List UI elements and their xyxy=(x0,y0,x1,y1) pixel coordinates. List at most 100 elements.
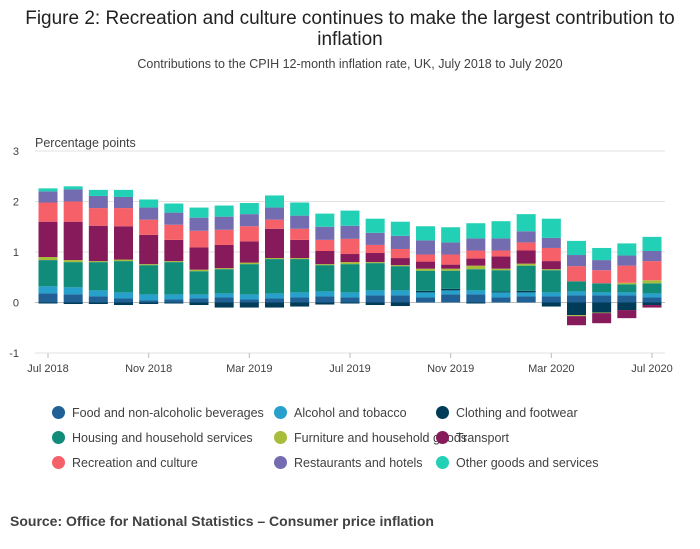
bar-segment xyxy=(340,264,360,293)
bar-segment xyxy=(265,293,284,299)
bar-segment xyxy=(617,292,637,296)
bar-segment xyxy=(265,195,284,208)
bar-segment xyxy=(63,189,83,202)
bar-segment xyxy=(642,236,662,251)
bar-segment xyxy=(214,229,234,245)
bar-segment xyxy=(340,254,360,263)
bar-segment xyxy=(114,259,133,262)
bar-segment xyxy=(491,250,511,257)
bar-segment xyxy=(592,312,612,314)
bar-segment xyxy=(189,294,209,299)
bar-segment xyxy=(214,302,234,308)
bar-segment xyxy=(340,238,360,255)
bar-segment xyxy=(491,221,511,239)
bar-segment xyxy=(189,302,209,306)
bar-segment xyxy=(340,210,360,226)
bar-segment xyxy=(290,215,310,229)
bar-segment xyxy=(189,207,209,218)
bar-segment xyxy=(189,217,209,231)
bar-segment xyxy=(592,313,612,324)
bar-segment xyxy=(164,203,184,213)
legend-label: Transport xyxy=(456,431,510,445)
bar-segment xyxy=(239,241,259,263)
bar-segment xyxy=(541,247,561,262)
bar-segment xyxy=(88,208,108,226)
bar-segment xyxy=(239,214,259,227)
bar-segment xyxy=(541,270,561,293)
bar-segment xyxy=(315,265,335,292)
legend-swatch-icon xyxy=(436,456,449,469)
bar-segment xyxy=(567,255,586,267)
bar-segment xyxy=(567,240,586,256)
bar-segment xyxy=(265,259,284,294)
x-tick-label: Mar 2019 xyxy=(226,363,272,375)
chart-title: Figure 2: Recreation and culture continu… xyxy=(25,8,675,50)
bar-segment xyxy=(516,242,536,251)
bar-segment xyxy=(516,214,536,232)
bar-segment xyxy=(617,255,637,266)
bar-stack xyxy=(466,223,486,304)
x-axis-ticks: Jul 2018 Nov 2018 Mar 2019 Jul 2019 Nov 2019… xyxy=(27,353,673,375)
bar-segment xyxy=(567,291,586,296)
bar-stack xyxy=(617,243,637,319)
legend-label: Furniture and household goods xyxy=(294,431,468,445)
bar-segment xyxy=(239,226,259,242)
bar-segment xyxy=(390,266,410,291)
bar-segment xyxy=(315,264,335,266)
bar-segment xyxy=(214,268,234,270)
bar-segment xyxy=(114,298,133,303)
bar-segment xyxy=(38,202,58,222)
bar-segment xyxy=(164,239,184,262)
legend-label: Clothing and footwear xyxy=(456,406,578,420)
bar-segment xyxy=(315,250,335,265)
bar-segment xyxy=(466,250,486,259)
bar-segment xyxy=(491,268,511,271)
bar-segment xyxy=(164,261,184,263)
bar-segment xyxy=(139,207,159,220)
bar-segment xyxy=(416,226,435,241)
bar-segment xyxy=(315,213,335,227)
bar-segment xyxy=(88,296,108,303)
bar-segment xyxy=(315,302,335,305)
bar-segment xyxy=(642,250,662,262)
bar-segment xyxy=(63,294,83,303)
bar-segment xyxy=(365,290,385,296)
bar-stack xyxy=(592,247,612,324)
bar-segment xyxy=(617,310,637,319)
bar-segment xyxy=(189,247,209,270)
bar-segment xyxy=(88,302,108,305)
bar-segment xyxy=(139,199,159,208)
bar-segment xyxy=(139,264,159,266)
bar-segment xyxy=(642,283,662,294)
stacked-bar-chart: -1 0 1 2 3 Percentage points Jul 2018 Nov 201… xyxy=(9,136,673,375)
bar-segment xyxy=(114,189,133,197)
y-tick-label: 1 xyxy=(13,247,19,259)
bar-segment xyxy=(617,265,637,283)
bar-segment xyxy=(567,266,586,282)
bar-stack xyxy=(38,188,58,304)
bar-segment xyxy=(441,268,461,271)
bar-segment xyxy=(642,302,662,306)
bar-segment xyxy=(617,295,637,303)
bar-segment xyxy=(164,224,184,240)
bar-segment xyxy=(390,258,410,266)
bar-segment xyxy=(114,302,133,306)
bar-segment xyxy=(164,299,184,303)
legend-item: Transport xyxy=(436,431,509,445)
bar-segment xyxy=(63,302,83,305)
bar-segment xyxy=(491,291,511,293)
bar-segment xyxy=(290,258,310,260)
bar-segment xyxy=(139,219,159,235)
x-tick-label: Jul 2020 xyxy=(631,363,673,375)
bar-segment xyxy=(290,239,310,259)
bar-stack xyxy=(63,186,83,305)
bar-segment xyxy=(516,265,536,291)
bar-segment xyxy=(416,297,435,303)
bar-segment xyxy=(38,191,58,203)
bar-segment xyxy=(416,268,435,271)
bar-segment xyxy=(516,290,536,293)
y-axis-label: Percentage points xyxy=(35,136,136,150)
bar-segment xyxy=(491,270,511,292)
bar-segment xyxy=(38,260,58,287)
bar-segment xyxy=(516,292,536,297)
